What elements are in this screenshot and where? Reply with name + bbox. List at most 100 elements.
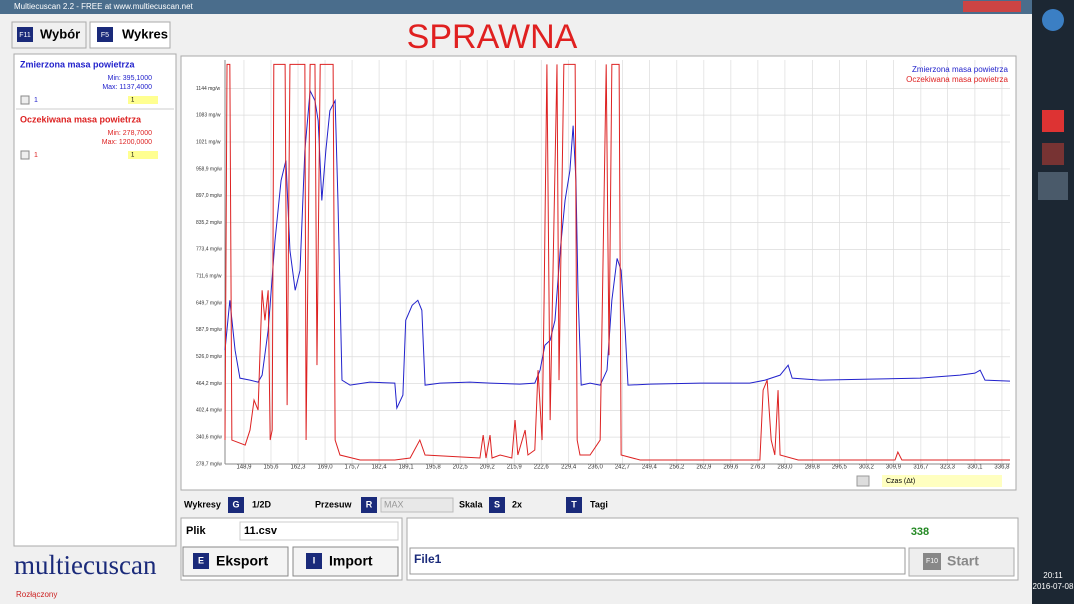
- check-label: 1: [34, 97, 38, 104]
- clock-time: 20:11: [1043, 571, 1063, 580]
- y-tick-label: 711,6 mg/w: [196, 274, 222, 280]
- x-tick-label: 303,2: [859, 465, 875, 471]
- max: Max: 1200,0000: [102, 139, 152, 146]
- x-tick-label: 209,2: [480, 465, 496, 471]
- sidebar: [13, 53, 177, 547]
- tab-label: Wybór: [40, 26, 80, 41]
- x-tick-label: 323,3: [940, 465, 956, 471]
- x-tick-label: 256,2: [669, 465, 685, 471]
- x-tick-label: 330,1: [967, 465, 983, 471]
- check-label: 1: [34, 152, 38, 159]
- x-tick-label: 182,4: [372, 465, 388, 471]
- y-tick-label: 897,0 mg/w: [196, 193, 222, 199]
- y-tick-label: 835,2 mg/w: [196, 220, 222, 226]
- key-badge: [489, 497, 505, 513]
- x-tick-label: 169,0: [318, 465, 334, 471]
- start-orb[interactable]: [1042, 9, 1064, 31]
- checkbox[interactable]: [20, 150, 30, 160]
- select-value: 1: [131, 153, 135, 159]
- x-tick-label: 215,9: [507, 465, 523, 471]
- key-badge: [17, 27, 33, 42]
- label: Przesuw: [315, 499, 353, 509]
- clock-date: 2016-07-08: [1033, 582, 1074, 591]
- y-tick-label: 649,7 mg/w: [196, 300, 222, 306]
- button-label: Import: [329, 553, 373, 569]
- x-tick-label: 269,6: [723, 465, 739, 471]
- select[interactable]: [128, 151, 158, 159]
- value[interactable]: 2x: [512, 499, 522, 509]
- label: Wykresy: [184, 499, 221, 509]
- taskbar: [1032, 0, 1074, 604]
- y-tick-label: 587,9 mg/w: [196, 327, 222, 333]
- x-tick-label: 242,7: [615, 465, 631, 471]
- title-bar: [0, 0, 1032, 14]
- x-tick-label: 296,5: [832, 465, 848, 471]
- window-buttons[interactable]: [963, 1, 1021, 12]
- chart-panel: [180, 55, 1017, 491]
- x-tick-label: 236,0: [588, 465, 604, 471]
- min: Min: 278,7000: [108, 130, 152, 137]
- x-tick-label: 316,7: [913, 465, 929, 471]
- text-field[interactable]: [409, 547, 906, 575]
- x-tick-label: 189,1: [399, 465, 415, 471]
- series-name: Oczekiwana masa powietrza: [20, 114, 142, 124]
- app-icon[interactable]: [1038, 172, 1068, 200]
- value: MAX: [384, 499, 404, 509]
- key-badge: [566, 497, 582, 513]
- x-tick-label: 336,8: [994, 465, 1010, 471]
- key: R: [366, 499, 373, 509]
- time-field[interactable]: [882, 475, 1002, 487]
- y-tick-label: 402,4 mg/w: [196, 408, 222, 414]
- legend-entry: Oczekiwana masa powietrza: [906, 75, 1008, 84]
- key-badge: [306, 553, 322, 569]
- label[interactable]: Tagi: [590, 499, 608, 509]
- x-tick-label: 162,3: [291, 465, 307, 471]
- x-tick-label: 283,0: [777, 465, 793, 471]
- max: Max: 1137,4000: [102, 84, 152, 91]
- key-badge: [228, 497, 244, 513]
- app-icon[interactable]: [1042, 143, 1064, 165]
- file-name: 11.csv: [244, 525, 278, 537]
- select-value: 1: [131, 98, 135, 104]
- key: S: [494, 499, 500, 509]
- x-tick-label: 148,9: [236, 465, 252, 471]
- x-tick-label: 309,9: [886, 465, 902, 471]
- x-tick-label: 155,6: [263, 465, 279, 471]
- file-select[interactable]: [239, 521, 399, 541]
- key: I: [313, 555, 316, 565]
- y-tick-label: 958,9 mg/w: [196, 166, 222, 172]
- checkbox[interactable]: [20, 95, 30, 105]
- key: F10: [926, 558, 938, 565]
- time-label: Czas (Δt): [886, 478, 915, 485]
- dropdown[interactable]: [380, 497, 454, 513]
- y-tick-label: 1144 mg/w: [196, 86, 220, 92]
- y-tick-label: 1083 mg/w: [196, 112, 221, 118]
- y-tick-label: 1021 mg/w: [196, 139, 221, 145]
- scroll-button[interactable]: [856, 475, 870, 487]
- key: E: [198, 555, 204, 565]
- tab-label: Wykres: [122, 26, 168, 41]
- app-icon[interactable]: [1042, 110, 1064, 132]
- series-line: [224, 63, 1010, 461]
- value[interactable]: 1/2D: [252, 499, 272, 509]
- x-tick-label: 202,5: [453, 465, 469, 471]
- x-tick-label: 175,7: [345, 465, 361, 471]
- x-tick-label: 276,3: [750, 465, 766, 471]
- x-tick-label: 249,4: [642, 465, 658, 471]
- key-badge: [923, 553, 941, 570]
- label: Skala: [459, 499, 484, 509]
- key: F5: [101, 32, 109, 39]
- logo: multiecuscan: [14, 550, 157, 580]
- key-badge: [361, 497, 377, 513]
- key-badge: [97, 27, 113, 42]
- x-tick-label: 222,6: [534, 465, 550, 471]
- y-tick-label: 464,2 mg/w: [196, 381, 222, 387]
- field-text: File1: [414, 552, 442, 566]
- button-label: Eksport: [216, 553, 268, 569]
- select[interactable]: [128, 96, 158, 104]
- window-title: Multiecuscan 2.2 - FREE at www.multiecus…: [14, 2, 194, 11]
- heading: SPRAWNA: [407, 18, 578, 56]
- x-tick-label: 262,9: [696, 465, 712, 471]
- key: F11: [19, 32, 31, 39]
